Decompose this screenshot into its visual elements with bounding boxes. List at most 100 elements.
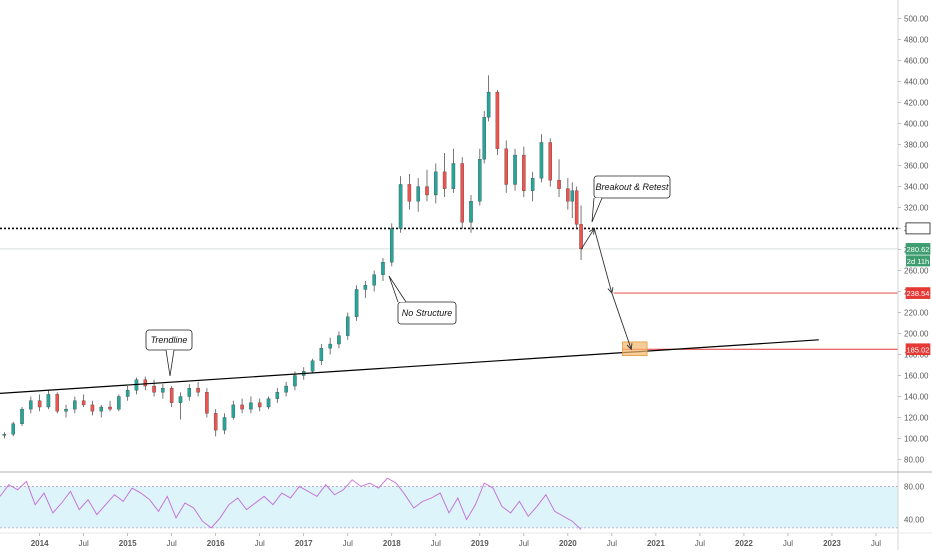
time-tick-label-9: Jul (431, 539, 441, 548)
countdown-box (906, 255, 930, 267)
candle-body-3 (29, 400, 33, 410)
price-tick-label-0: 500.00 (904, 15, 929, 24)
candle-body-13 (117, 396, 121, 410)
time-tick-label-16: 2022 (735, 539, 753, 548)
candle-body-1 (11, 423, 15, 435)
candle-body-25 (222, 417, 227, 431)
time-tick-label-14: 2021 (647, 539, 665, 548)
callout-no-structure: No Structure (388, 275, 457, 325)
callout-breakout-retest: Breakout & Retest (591, 175, 671, 223)
time-tick-label-7: Jul (343, 539, 353, 548)
candle-body-5 (46, 394, 51, 408)
candle-body-14 (125, 390, 130, 397)
candle-body-62 (539, 142, 544, 179)
candle-body-58 (504, 148, 508, 185)
time-tick-label-18: 2023 (823, 539, 841, 548)
candle-body-60 (522, 154, 526, 191)
callout-breakout-retest-box (593, 175, 671, 199)
callout-no-structure-pointer (388, 275, 407, 303)
projection-arrowhead-2 (607, 287, 614, 295)
price-tick-label-3: 440.00 (904, 78, 929, 87)
price-tag-label-1: 280.62 (907, 245, 930, 254)
candle-body-42 (372, 274, 376, 286)
time-tick-label-19: Jul (871, 539, 881, 548)
callout-trendline-pointer (165, 349, 175, 377)
time-tick-label-3: Jul (167, 539, 177, 548)
price-tag-label-0: 300.14 (907, 224, 930, 233)
candle-body-52 (460, 163, 464, 223)
candle-body-11 (99, 406, 103, 412)
price-tick-label-17: 160.00 (904, 372, 929, 381)
rsi-layer (0, 477, 582, 530)
candle-body-30 (266, 398, 271, 408)
rsi-tick-label-0: 80.00 (904, 482, 925, 491)
candle-body-63 (548, 142, 552, 181)
candle-body-18 (161, 387, 165, 393)
candle-body-47 (416, 186, 420, 202)
axis-labels-layer: 500.00 480.00 460.00 440.00 420.00 400.00 380.… (31, 15, 931, 548)
time-tick-label-0: 2014 (31, 539, 49, 548)
callout-no-structure-box (397, 301, 457, 325)
trendline (0, 339, 819, 394)
candle-body-64 (557, 180, 561, 189)
time-tick-label-10: 2019 (471, 539, 489, 548)
callout-trendline: Trendline (145, 329, 193, 377)
price-tag-label-2: 238.54 (907, 289, 930, 298)
time-tick-label-5: Jul (255, 539, 265, 548)
time-tick-label-6: 2017 (295, 539, 313, 548)
price-tag-box-0 (905, 222, 931, 235)
price-tick-label-2: 460.00 (904, 57, 929, 66)
price-tick-label-18: 140.00 (904, 393, 929, 402)
rsi-band-layer (0, 486, 898, 529)
candle-body-45 (398, 184, 403, 229)
callout-breakout-retest-text: Breakout & Retest (595, 182, 669, 192)
projection-arrowhead-1 (588, 227, 595, 235)
callout-breakout-retest-pointer (591, 197, 603, 223)
time-tick-label-15: Jul (695, 539, 705, 548)
price-tick-label-19: 120.00 (904, 414, 929, 423)
rsi-band (0, 486, 898, 528)
candle-body-32 (284, 385, 288, 393)
candle-body-61 (530, 178, 535, 191)
candle-body-38 (337, 335, 341, 345)
candle-body-67 (574, 190, 579, 225)
candle-body-22 (196, 387, 200, 393)
candle-body-39 (346, 316, 350, 336)
candle-body-68 (579, 224, 583, 250)
candle-body-59 (513, 154, 517, 185)
time-tick-label-13: Jul (607, 539, 617, 548)
candle-body-51 (451, 163, 456, 189)
price-tag-box-2 (905, 287, 931, 299)
target-zone-box (622, 341, 648, 356)
price-tick-label-1: 480.00 (904, 36, 929, 45)
candle-body-65 (566, 188, 570, 202)
candle-body-16 (143, 379, 148, 387)
price-tick-label-9: 320.00 (904, 204, 929, 213)
time-tick-label-17: Jul (783, 539, 793, 548)
candles-layer (2, 75, 583, 439)
candle-body-29 (257, 402, 262, 408)
candle-body-7 (64, 408, 68, 412)
price-tick-label-4: 420.00 (904, 99, 929, 108)
callout-no-structure-text: No Structure (402, 308, 453, 318)
candle-body-43 (381, 261, 385, 275)
candle-body-12 (108, 406, 112, 410)
price-tick-label-20: 100.00 (904, 435, 929, 444)
price-tick-label-14: 220.00 (904, 309, 929, 318)
time-tick-label-11: Jul (519, 539, 529, 548)
candle-body-49 (434, 171, 438, 196)
rsi-line (0, 477, 582, 530)
price-tag-box-3 (905, 343, 931, 356)
candle-body-31 (275, 392, 280, 399)
candle-body-4 (37, 400, 42, 408)
price-tick-label-12: 260.00 (904, 267, 929, 276)
callout-trendline-text: Trendline (151, 335, 188, 345)
candle-body-55 (482, 117, 486, 160)
projection-path (580, 227, 632, 350)
candle-body-37 (328, 343, 332, 349)
candle-body-2 (20, 408, 24, 424)
candle-body-56 (486, 91, 491, 118)
price-tick-label-15: 200.00 (904, 330, 929, 339)
